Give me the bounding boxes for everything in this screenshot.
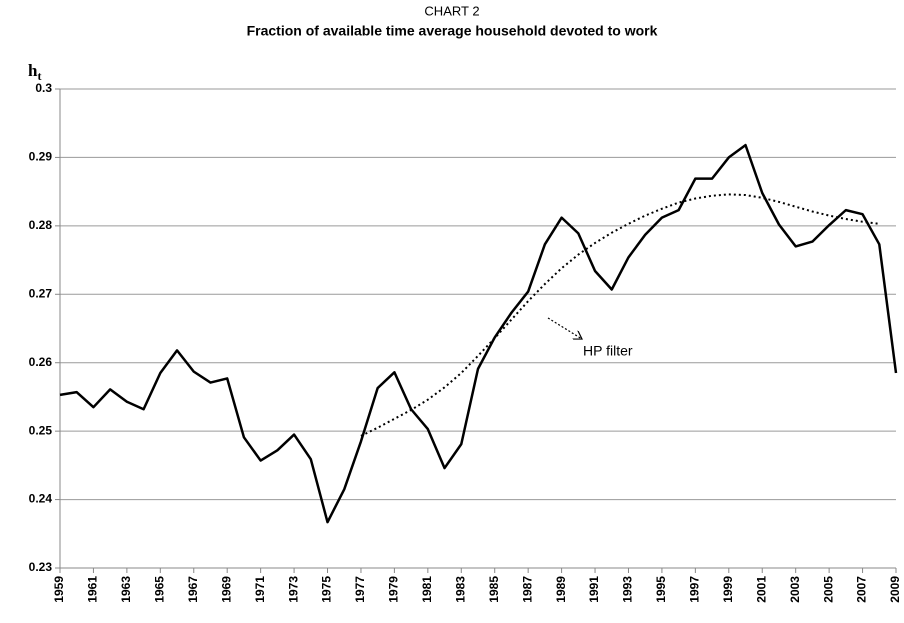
x-tick-label: 1959 <box>52 576 66 603</box>
x-tick-label: 1991 <box>587 576 601 603</box>
y-tick-label: 0.3 <box>35 81 52 95</box>
x-tick-label: 1963 <box>119 576 133 603</box>
y-tick-label: 0.26 <box>29 355 53 369</box>
chart-title: Fraction of available time average house… <box>247 23 658 39</box>
supertitle: CHART 2 <box>424 3 479 18</box>
y-tick-label: 0.29 <box>29 150 53 164</box>
x-tick-label: 1981 <box>420 576 434 603</box>
x-tick-label: 1967 <box>186 576 200 603</box>
annotation: HP filter <box>583 343 633 359</box>
series-line <box>360 193 880 437</box>
x-tick-label: 1961 <box>86 576 100 603</box>
x-tick-label: 1997 <box>688 576 702 603</box>
x-tick-label: 1989 <box>554 576 568 603</box>
x-tick-label: 1985 <box>487 576 501 603</box>
y-axis-label: ht <box>28 61 41 83</box>
x-tick-label: 1995 <box>654 576 668 603</box>
x-tick-label: 2003 <box>788 576 802 603</box>
y-tick-label: 0.25 <box>29 423 53 437</box>
x-tick-label: 1977 <box>353 576 367 603</box>
x-tick-label: 1999 <box>721 576 735 603</box>
annotation-arrow <box>547 317 582 339</box>
x-tick-label: 1965 <box>152 576 166 603</box>
x-tick-label: 1987 <box>520 576 534 603</box>
x-tick-label: 2007 <box>855 576 869 603</box>
x-tick-label: 1969 <box>219 576 233 603</box>
x-tick-label: 2005 <box>821 576 835 603</box>
x-tick-label: 1975 <box>320 576 334 603</box>
x-tick-label: 2001 <box>754 576 768 603</box>
y-tick-label: 0.23 <box>29 560 53 574</box>
x-tick-label: 1979 <box>387 576 401 603</box>
x-tick-label: 1983 <box>453 576 467 603</box>
x-tick-label: 1971 <box>253 576 267 603</box>
y-tick-label: 0.24 <box>29 492 53 506</box>
x-tick-label: 1973 <box>286 576 300 603</box>
x-tick-label: 1993 <box>621 576 635 603</box>
y-tick-label: 0.28 <box>29 218 53 232</box>
y-tick-label: 0.27 <box>29 286 53 300</box>
x-tick-label: 2009 <box>888 576 902 603</box>
series-line <box>59 143 898 524</box>
